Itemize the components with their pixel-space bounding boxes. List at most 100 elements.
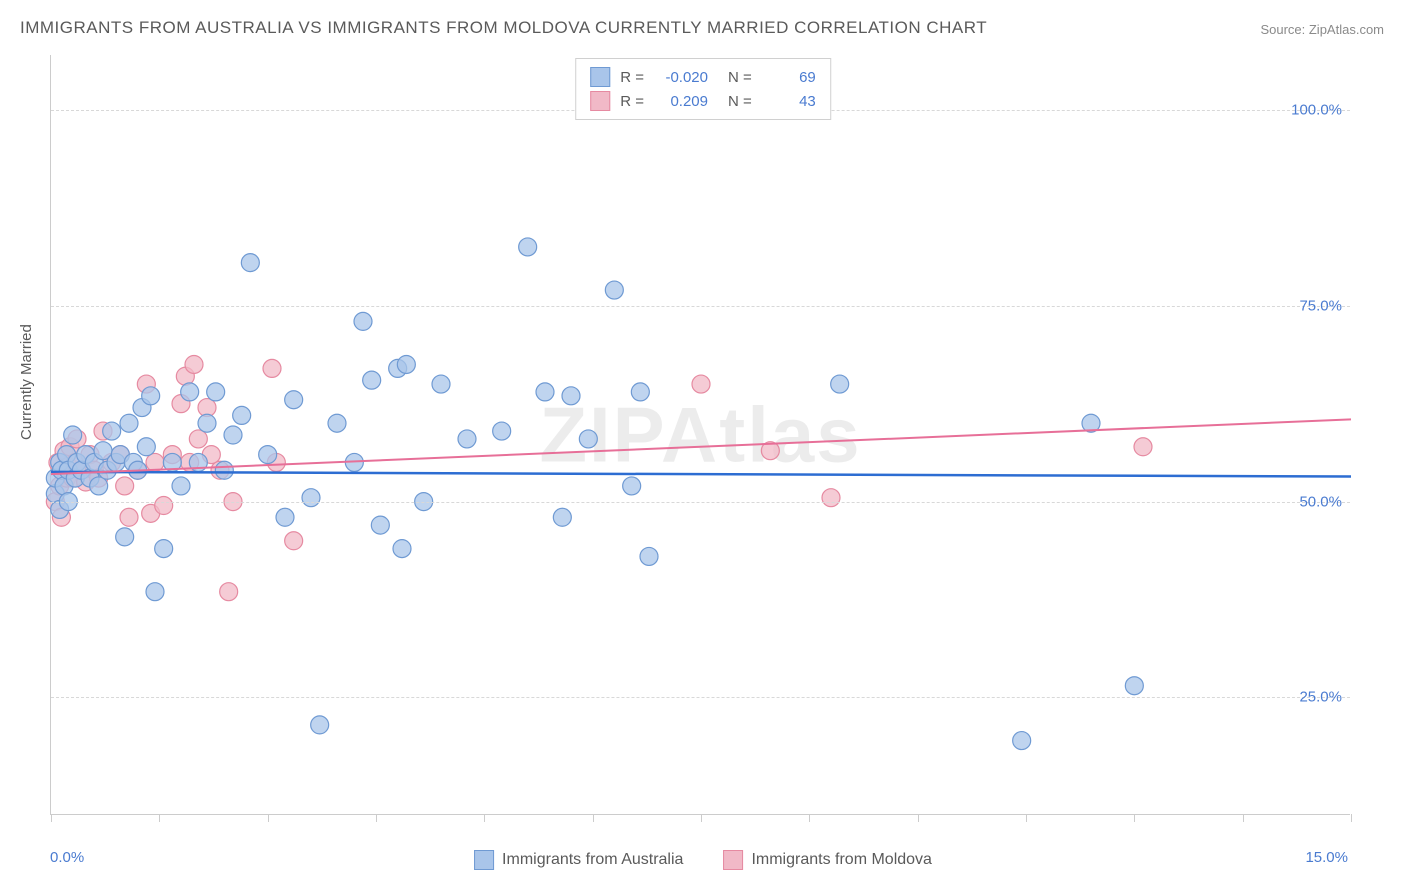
data-point xyxy=(120,414,138,432)
data-point xyxy=(90,477,108,495)
gridline xyxy=(51,306,1350,307)
swatch-australia xyxy=(474,850,494,870)
x-tick xyxy=(1243,814,1244,822)
data-point xyxy=(822,489,840,507)
y-tick-label: 25.0% xyxy=(1299,689,1342,706)
x-tick xyxy=(1134,814,1135,822)
n-label: N = xyxy=(728,69,752,86)
data-point xyxy=(302,489,320,507)
source-attribution: Source: ZipAtlas.com xyxy=(1260,22,1384,37)
legend-row-moldova: R = 0.209 N = 43 xyxy=(590,89,816,113)
legend-item-moldova: Immigrants from Moldova xyxy=(723,850,932,870)
data-point xyxy=(631,383,649,401)
data-point xyxy=(1013,732,1031,750)
y-tick-label: 50.0% xyxy=(1299,493,1342,510)
data-point xyxy=(371,516,389,534)
data-point xyxy=(215,461,233,479)
data-point xyxy=(328,414,346,432)
data-point xyxy=(64,426,82,444)
correlation-legend: R = -0.020 N = 69 R = 0.209 N = 43 xyxy=(575,58,831,120)
r-value-moldova: 0.209 xyxy=(654,93,708,110)
data-point xyxy=(363,371,381,389)
scatter-plot-svg xyxy=(51,55,1350,814)
x-tick xyxy=(159,814,160,822)
chart-title: IMMIGRANTS FROM AUSTRALIA VS IMMIGRANTS … xyxy=(20,18,987,38)
data-point xyxy=(103,422,121,440)
data-point xyxy=(579,430,597,448)
x-tick xyxy=(701,814,702,822)
y-tick-label: 100.0% xyxy=(1291,101,1342,118)
data-point xyxy=(519,238,537,256)
regression-line xyxy=(51,419,1351,474)
plot-area: ZIPAtlas 25.0%50.0%75.0%100.0% xyxy=(50,55,1350,815)
data-point xyxy=(605,281,623,299)
legend-item-australia: Immigrants from Australia xyxy=(474,850,683,870)
data-point xyxy=(120,508,138,526)
x-tick xyxy=(918,814,919,822)
data-point xyxy=(493,422,511,440)
data-point xyxy=(198,414,216,432)
data-point xyxy=(263,359,281,377)
y-tick-label: 75.0% xyxy=(1299,297,1342,314)
x-tick xyxy=(484,814,485,822)
data-point xyxy=(137,438,155,456)
data-point xyxy=(172,477,190,495)
data-point xyxy=(189,430,207,448)
gridline xyxy=(51,502,1350,503)
data-point xyxy=(285,532,303,550)
x-axis-min-label: 0.0% xyxy=(50,849,84,866)
data-point xyxy=(207,383,225,401)
data-point xyxy=(831,375,849,393)
x-axis-max-label: 15.0% xyxy=(1305,849,1348,866)
swatch-australia xyxy=(590,67,610,87)
x-tick xyxy=(593,814,594,822)
data-point xyxy=(185,355,203,373)
data-point xyxy=(1134,438,1152,456)
n-value-moldova: 43 xyxy=(762,93,816,110)
data-point xyxy=(233,406,251,424)
r-label: R = xyxy=(620,69,644,86)
data-point xyxy=(146,583,164,601)
n-value-australia: 69 xyxy=(762,69,816,86)
data-point xyxy=(623,477,641,495)
data-point xyxy=(181,383,199,401)
data-point xyxy=(285,391,303,409)
data-point xyxy=(1125,677,1143,695)
data-point xyxy=(155,497,173,515)
data-point xyxy=(553,508,571,526)
r-label: R = xyxy=(620,93,644,110)
x-tick xyxy=(1026,814,1027,822)
gridline xyxy=(51,697,1350,698)
data-point xyxy=(116,477,134,495)
regression-line xyxy=(51,472,1351,477)
data-point xyxy=(397,355,415,373)
data-point xyxy=(116,528,134,546)
y-axis-title: Currently Married xyxy=(18,324,35,440)
swatch-moldova xyxy=(723,850,743,870)
data-point xyxy=(155,540,173,558)
data-point xyxy=(259,446,277,464)
data-point xyxy=(640,547,658,565)
x-tick xyxy=(1351,814,1352,822)
x-tick xyxy=(376,814,377,822)
legend-row-australia: R = -0.020 N = 69 xyxy=(590,65,816,89)
series-legend: Immigrants from Australia Immigrants fro… xyxy=(474,850,932,870)
r-value-australia: -0.020 xyxy=(654,69,708,86)
data-point xyxy=(393,540,411,558)
data-point xyxy=(562,387,580,405)
data-point xyxy=(276,508,294,526)
data-point xyxy=(241,254,259,272)
data-point xyxy=(692,375,710,393)
data-point xyxy=(311,716,329,734)
data-point xyxy=(458,430,476,448)
x-tick xyxy=(809,814,810,822)
data-point xyxy=(142,387,160,405)
x-tick xyxy=(268,814,269,822)
data-point xyxy=(354,312,372,330)
data-point xyxy=(432,375,450,393)
data-point xyxy=(536,383,554,401)
data-point xyxy=(220,583,238,601)
x-tick xyxy=(51,814,52,822)
series-name-moldova: Immigrants from Moldova xyxy=(751,851,932,869)
series-name-australia: Immigrants from Australia xyxy=(502,851,683,869)
